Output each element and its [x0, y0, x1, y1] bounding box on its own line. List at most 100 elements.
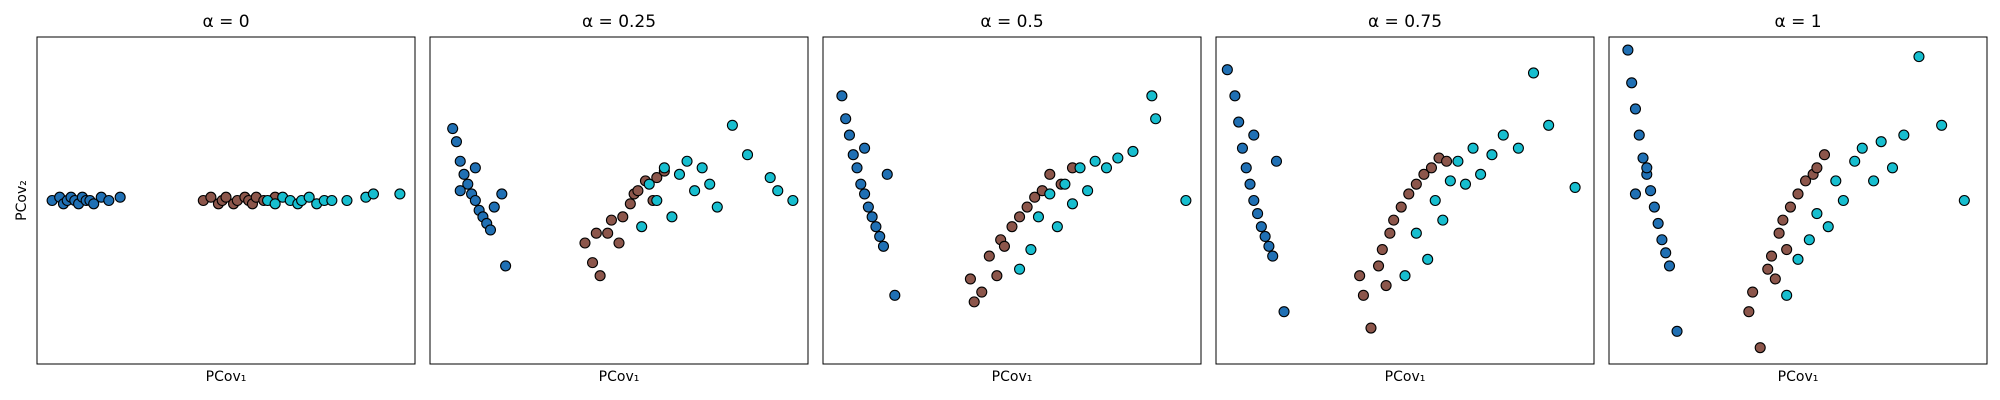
point: [1066, 198, 1079, 210]
point: [632, 185, 644, 197]
point: [1641, 162, 1653, 174]
point: [484, 224, 497, 236]
point: [579, 237, 591, 249]
point: [1089, 155, 1101, 167]
point: [1248, 194, 1260, 207]
point: [469, 194, 481, 207]
point: [696, 162, 708, 174]
point: [1270, 155, 1283, 167]
point: [1958, 194, 1970, 207]
point: [496, 188, 508, 200]
point: [469, 162, 481, 174]
point: [326, 194, 338, 207]
point: [1762, 263, 1774, 275]
point: [1074, 162, 1086, 174]
point: [488, 201, 500, 213]
point: [673, 168, 686, 180]
point: [1395, 201, 1407, 213]
point: [1418, 168, 1430, 180]
x-axis-label: PCov₁: [1778, 369, 1819, 385]
point: [1754, 342, 1766, 354]
point: [1811, 208, 1823, 220]
point: [976, 286, 988, 298]
point: [1263, 240, 1275, 252]
point: [103, 194, 115, 207]
point: [624, 198, 636, 210]
point: [991, 270, 1003, 282]
point: [840, 113, 852, 125]
plot-frame: [1215, 36, 1595, 365]
point: [1127, 145, 1139, 157]
point: [1781, 244, 1793, 256]
point: [1769, 273, 1781, 285]
point: [1354, 270, 1366, 282]
plot-frame: [1608, 36, 1988, 365]
point: [1800, 175, 1812, 187]
point: [843, 129, 856, 141]
point: [1622, 44, 1634, 56]
point: [787, 194, 799, 207]
point: [1626, 77, 1638, 89]
point: [866, 211, 878, 223]
point: [367, 188, 379, 200]
point: [1629, 103, 1642, 115]
point: [847, 149, 859, 161]
point: [1467, 142, 1479, 154]
point: [462, 178, 474, 190]
point: [1886, 162, 1899, 174]
point: [1637, 152, 1649, 164]
point: [1671, 325, 1683, 337]
point: [658, 162, 670, 174]
point: [1898, 129, 1910, 141]
point: [1429, 194, 1441, 207]
point: [1765, 250, 1778, 262]
point: [1497, 129, 1509, 141]
x-axis-label: PCov₁: [206, 369, 247, 385]
point: [1437, 214, 1449, 226]
point: [1849, 155, 1861, 167]
point: [726, 119, 738, 131]
point: [602, 227, 614, 239]
point: [1410, 227, 1422, 239]
point: [1747, 286, 1759, 298]
point: [1441, 155, 1453, 167]
point: [689, 185, 701, 197]
point: [1410, 178, 1422, 190]
point: [889, 289, 901, 301]
point: [1444, 175, 1456, 187]
point: [1486, 149, 1498, 161]
point: [998, 240, 1010, 252]
point: [1856, 142, 1868, 154]
point: [88, 198, 100, 210]
point: [1875, 136, 1887, 148]
point: [881, 168, 893, 180]
point: [1792, 188, 1804, 200]
point: [341, 194, 353, 207]
point: [1633, 129, 1645, 141]
point: [1021, 201, 1033, 213]
point: [458, 168, 470, 180]
chart-title: α = 1: [1774, 12, 1821, 32]
point: [1236, 142, 1249, 154]
point: [1051, 221, 1063, 233]
point: [651, 194, 663, 207]
point: [764, 172, 776, 184]
point: [1146, 90, 1158, 102]
point: [1543, 119, 1555, 131]
plot-frame: [36, 36, 416, 365]
point: [1082, 185, 1094, 197]
y-axis-label: PCov₂: [14, 180, 30, 221]
x-axis-label: PCov₁: [992, 369, 1033, 385]
point: [636, 221, 648, 233]
point: [874, 230, 886, 243]
point: [1372, 260, 1385, 272]
point: [447, 123, 459, 135]
point: [651, 172, 663, 184]
point: [1278, 306, 1290, 318]
point: [772, 185, 784, 197]
point: [1512, 142, 1524, 154]
point: [862, 201, 874, 213]
point: [269, 198, 281, 210]
point: [666, 211, 678, 223]
point: [613, 237, 625, 249]
